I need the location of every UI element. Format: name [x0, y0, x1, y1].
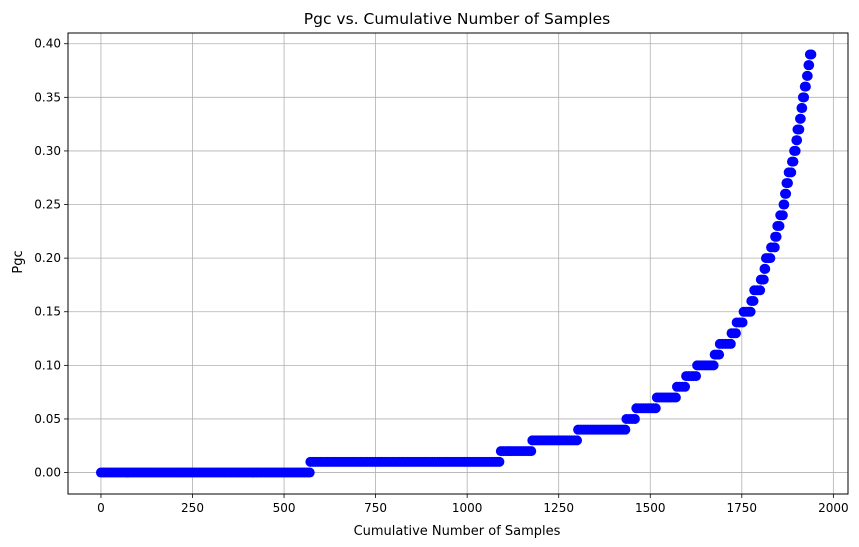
y-tick-label: 0.25	[34, 198, 61, 212]
data-points	[95, 49, 817, 478]
data-point	[748, 296, 759, 307]
data-point	[620, 424, 631, 435]
data-point	[745, 306, 756, 317]
y-tick-label: 0.30	[34, 144, 61, 158]
data-point	[708, 360, 719, 371]
data-point	[797, 103, 808, 114]
data-point	[792, 135, 803, 146]
data-point	[304, 467, 315, 478]
x-tick-label: 1250	[543, 501, 574, 515]
y-tick-label: 0.05	[34, 412, 61, 426]
data-point	[774, 220, 785, 231]
x-tick-label: 0	[97, 501, 105, 515]
data-point	[806, 49, 817, 60]
y-axis-label: Pgc	[11, 250, 26, 273]
x-tick-label: 750	[364, 501, 387, 515]
data-point	[572, 435, 583, 446]
data-point	[755, 285, 766, 296]
y-tick-label: 0.40	[34, 37, 61, 51]
grid-lines	[68, 33, 848, 494]
data-point	[758, 274, 769, 285]
x-tick-label: 500	[273, 501, 296, 515]
data-point	[786, 167, 797, 178]
data-point	[494, 456, 505, 467]
data-point	[725, 338, 736, 349]
data-point	[795, 113, 806, 124]
data-point	[691, 371, 702, 382]
data-point	[800, 81, 811, 92]
data-point	[790, 145, 801, 156]
data-point	[680, 381, 691, 392]
data-point	[788, 156, 799, 167]
data-point	[526, 446, 537, 457]
y-tick-label: 0.15	[34, 305, 61, 319]
y-axis-ticks: 0.00 0.05 0.10 0.15 0.20 0.25 0.30 0.35 0.40	[34, 37, 68, 480]
x-axis-ticks: 0 250 500 750 1000 1250 1500 1750 2000	[97, 494, 849, 515]
data-point	[779, 199, 790, 210]
data-point	[782, 178, 793, 189]
plot-frame	[67, 32, 849, 495]
x-tick-label: 1500	[635, 501, 666, 515]
data-point	[730, 328, 741, 339]
data-point	[771, 231, 782, 242]
x-axis-label: Cumulative Number of Samples	[354, 524, 561, 539]
data-point	[804, 60, 815, 71]
x-tick-label: 250	[181, 501, 204, 515]
data-point	[670, 392, 681, 403]
x-tick-label: 2000	[818, 501, 849, 515]
data-point	[650, 403, 661, 414]
y-tick-label: 0.20	[34, 251, 61, 265]
x-tick-label: 1750	[727, 501, 758, 515]
y-tick-label: 0.00	[34, 466, 61, 480]
y-tick-label: 0.10	[34, 358, 61, 372]
data-point	[777, 210, 788, 221]
data-point	[794, 124, 805, 135]
data-point	[799, 92, 810, 103]
data-point	[629, 413, 640, 424]
y-tick-label: 0.35	[34, 90, 61, 104]
data-point	[765, 253, 776, 264]
data-point	[760, 263, 771, 274]
data-point	[781, 188, 792, 199]
data-point	[737, 317, 748, 328]
data-point	[802, 70, 813, 81]
x-tick-label: 1000	[452, 501, 483, 515]
data-point	[714, 349, 725, 360]
chart-title: Pgc vs. Cumulative Number of Samples	[304, 10, 610, 28]
data-point	[769, 242, 780, 253]
